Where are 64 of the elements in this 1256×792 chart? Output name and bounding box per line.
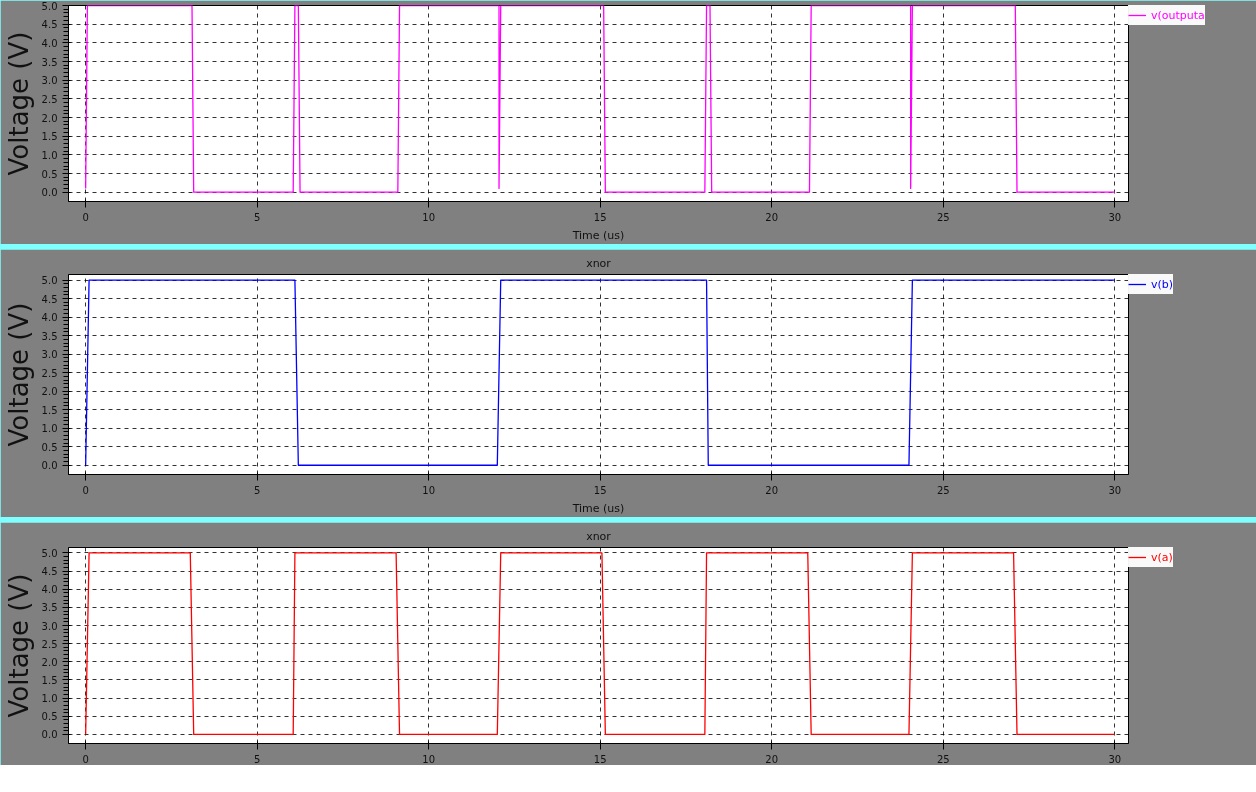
y-tick-label: 5.0 — [41, 275, 58, 287]
legend-label: v(outputa — [1151, 8, 1205, 22]
x-tick-label: 15 — [593, 484, 607, 496]
y-tick-label: 3.0 — [41, 349, 58, 361]
x-tick-label: 5 — [253, 211, 261, 223]
chart-title: xnor — [586, 529, 612, 543]
chart-title: xnor — [586, 256, 612, 270]
y-axis-title: Voltage (V) — [3, 302, 34, 447]
x-tick-label: 15 — [593, 211, 607, 223]
y-axis-title: Voltage (V) — [3, 573, 34, 718]
x-axis-title: Time (us) — [571, 501, 625, 515]
y-tick-label: 2.5 — [41, 367, 58, 379]
y-tick-label: 1.0 — [41, 693, 58, 705]
x-axis-title: Time (us) — [571, 228, 625, 242]
legend-label: v(b) — [1151, 277, 1174, 291]
y-tick-label: 1.0 — [41, 149, 58, 161]
x-tick-label: 5 — [253, 484, 261, 496]
y-tick-label: 0.5 — [41, 711, 58, 723]
y-tick-label: 0.5 — [41, 441, 58, 453]
x-tick-label: 20 — [765, 753, 779, 765]
x-tick-label: 20 — [765, 211, 779, 223]
y-tick-label: 2.5 — [41, 638, 58, 650]
x-tick-label: 25 — [936, 211, 950, 223]
x-tick-label: 15 — [593, 753, 607, 765]
y-tick-label: 2.0 — [41, 656, 58, 668]
x-tick-label: 0 — [82, 211, 89, 223]
y-tick-label: 2.0 — [41, 386, 58, 398]
y-tick-label: 3.5 — [41, 602, 58, 614]
y-tick-label: 4.5 — [41, 19, 58, 31]
x-tick-label: 0 — [82, 484, 89, 496]
x-tick-label: 20 — [765, 484, 779, 496]
y-tick-label: 5.0 — [41, 547, 58, 559]
y-axis-title: Voltage (V) — [3, 31, 34, 176]
x-tick-label: 30 — [1108, 211, 1122, 223]
x-tick-label: 10 — [422, 211, 436, 223]
y-tick-label: 0.0 — [41, 729, 58, 741]
x-tick-label: 25 — [936, 484, 950, 496]
y-tick-label: 1.0 — [41, 423, 58, 435]
x-tick-label: 0 — [82, 753, 89, 765]
x-tick-label: 10 — [422, 484, 436, 496]
y-tick-label: 0.0 — [41, 187, 58, 199]
x-tick-label: 10 — [422, 753, 436, 765]
y-tick-label: 4.0 — [41, 584, 58, 596]
x-tick-label: 25 — [936, 753, 950, 765]
x-tick-label: 5 — [253, 753, 261, 765]
x-tick-label: 30 — [1108, 484, 1122, 496]
y-tick-label: 2.0 — [41, 112, 58, 124]
y-tick-label: 3.0 — [41, 620, 58, 632]
y-tick-label: 3.5 — [41, 330, 58, 342]
y-tick-label: 0.0 — [41, 460, 58, 472]
y-tick-label: 4.0 — [41, 312, 58, 324]
y-tick-label: 0.5 — [41, 168, 58, 180]
y-tick-label: 2.5 — [41, 93, 58, 105]
y-tick-label: 1.5 — [41, 674, 58, 686]
y-tick-label: 3.5 — [41, 56, 58, 68]
legend-label: v(a) — [1151, 550, 1173, 564]
y-tick-label: 4.0 — [41, 37, 58, 49]
y-tick-label: 1.5 — [41, 404, 58, 416]
x-tick-label: 30 — [1108, 753, 1122, 765]
y-tick-label: 4.5 — [41, 566, 58, 578]
y-tick-label: 1.5 — [41, 131, 58, 143]
y-tick-label: 4.5 — [41, 293, 58, 305]
y-tick-label: 3.0 — [41, 75, 58, 87]
y-tick-label: 5.0 — [41, 0, 58, 12]
